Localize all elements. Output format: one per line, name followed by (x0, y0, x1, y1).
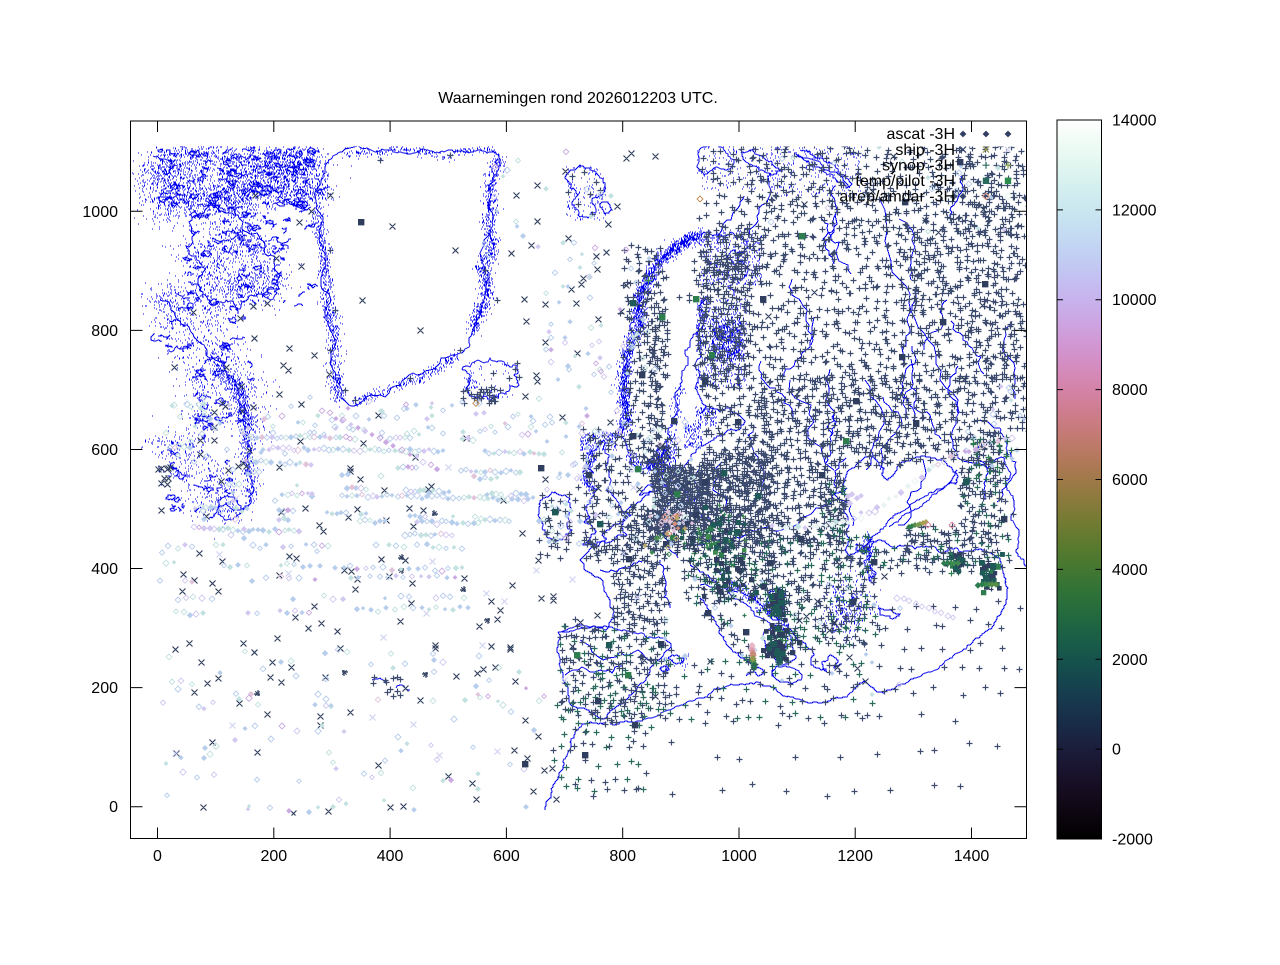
svg-text:14000: 14000 (1112, 113, 1157, 130)
svg-text:600: 600 (493, 848, 520, 865)
svg-text:6000: 6000 (1112, 472, 1148, 489)
svg-text:0: 0 (153, 848, 162, 865)
svg-text:temp/pilot -3H: temp/pilot -3H (855, 173, 955, 190)
svg-text:8000: 8000 (1112, 382, 1148, 399)
svg-text:ship -3H: ship -3H (895, 142, 955, 159)
svg-text:400: 400 (91, 561, 118, 578)
svg-text:400: 400 (377, 848, 404, 865)
svg-text:Waarnemingen rond 2026012203 U: Waarnemingen rond 2026012203 UTC. (438, 90, 718, 107)
svg-text:800: 800 (91, 323, 118, 340)
svg-text:1000: 1000 (721, 848, 757, 865)
svg-text:0: 0 (1112, 742, 1121, 759)
svg-text:2000: 2000 (1112, 652, 1148, 669)
svg-text:600: 600 (91, 442, 118, 459)
svg-text:synop -3H: synop -3H (882, 157, 955, 174)
svg-text:0: 0 (109, 799, 118, 816)
svg-text:800: 800 (609, 848, 636, 865)
svg-text:ascat -3H: ascat -3H (887, 126, 955, 143)
svg-text:1400: 1400 (954, 848, 990, 865)
svg-text:1200: 1200 (837, 848, 873, 865)
svg-text:airep/amdar -3H: airep/amdar -3H (839, 189, 955, 206)
svg-text:200: 200 (91, 680, 118, 697)
svg-text:10000: 10000 (1112, 292, 1157, 309)
svg-text:4000: 4000 (1112, 562, 1148, 579)
svg-text:12000: 12000 (1112, 202, 1157, 219)
svg-text:200: 200 (260, 848, 287, 865)
svg-text:-2000: -2000 (1112, 832, 1153, 849)
svg-text:1000: 1000 (82, 204, 118, 221)
